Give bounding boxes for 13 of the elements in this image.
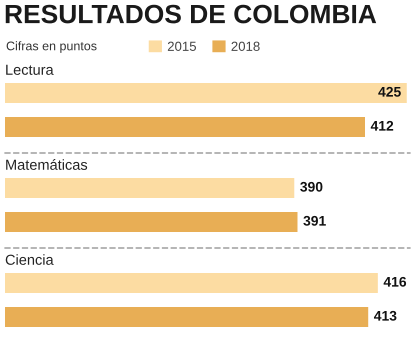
data-label: 416 bbox=[384, 276, 406, 287]
legend-label: 2018 bbox=[232, 42, 260, 51]
y-tick-label: Ciencia bbox=[6, 254, 54, 265]
data-label: 425 bbox=[378, 86, 401, 97]
data-label: 391 bbox=[303, 216, 326, 226]
chart-title: RESULTADOS DE COLOMBIA bbox=[6, 4, 376, 24]
y-tick-label: Lectura bbox=[6, 64, 54, 75]
legend-label: 2015 bbox=[168, 42, 196, 51]
chart-subtitle: Cifras en puntos bbox=[6, 41, 97, 53]
data-label: 413 bbox=[374, 310, 396, 321]
data-label: 390 bbox=[300, 182, 322, 192]
y-tick-label: Matemáticas bbox=[6, 159, 88, 170]
data-label: 412 bbox=[370, 120, 394, 131]
